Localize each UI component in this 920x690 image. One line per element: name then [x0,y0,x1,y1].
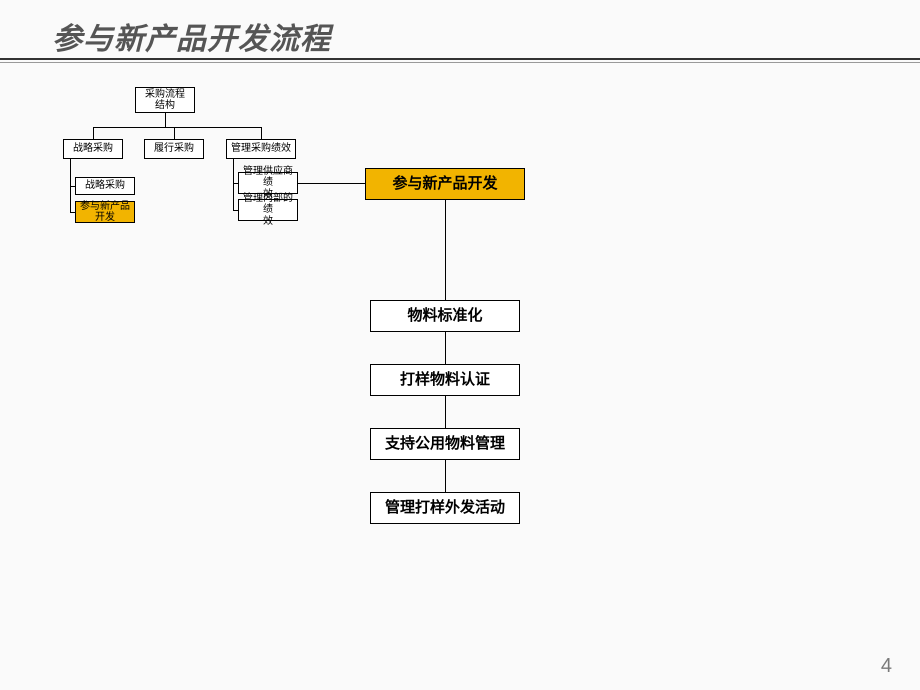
flow-conn-3 [445,460,446,492]
conn-right-stub-0 [233,183,238,184]
tree-leaf-3: 管理内部的绩 效 [238,199,298,221]
tree-level2-1: 履行采购 [144,139,204,159]
conn-root-down [165,113,166,127]
slide: 参与新产品开发流程 采购流程 结构战略采购履行采购管理采购绩效战略采购参与新产品… [0,0,920,690]
page-number: 4 [881,655,892,678]
flow-conn-0 [445,200,446,300]
title-underline-thin [0,62,920,63]
title-underline [0,58,920,60]
flow-conn-1 [445,332,446,364]
conn-left-stub-0 [70,186,75,187]
conn-drop-1 [174,127,175,139]
tree-leaf-2: 管理供应商绩 效 [238,172,298,194]
flow-conn-2 [445,396,446,428]
conn-drop-2 [261,127,262,139]
conn-drop-0 [93,127,94,139]
conn-right-leg [233,159,234,210]
page-title: 参与新产品开发流程 [52,14,331,58]
tree-level2-0: 战略采购 [63,139,123,159]
conn-right-stub-1 [233,210,238,211]
tree-leaf-1: 参与新产品 开发 [75,201,135,223]
conn-horiz [93,127,261,128]
title-bar: 参与新产品开发流程 [0,14,920,64]
flow-header: 参与新产品开发 [365,168,525,200]
flow-step-3: 管理打样外发活动 [370,492,520,524]
conn-leaf-to-main [298,183,365,184]
tree-leaf-0: 战略采购 [75,177,135,195]
flow-step-2: 支持公用物料管理 [370,428,520,460]
conn-left-stub-1 [70,212,75,213]
tree-root: 采购流程 结构 [135,87,195,113]
flow-step-0: 物料标准化 [370,300,520,332]
tree-level2-2: 管理采购绩效 [226,139,296,159]
flow-step-1: 打样物料认证 [370,364,520,396]
